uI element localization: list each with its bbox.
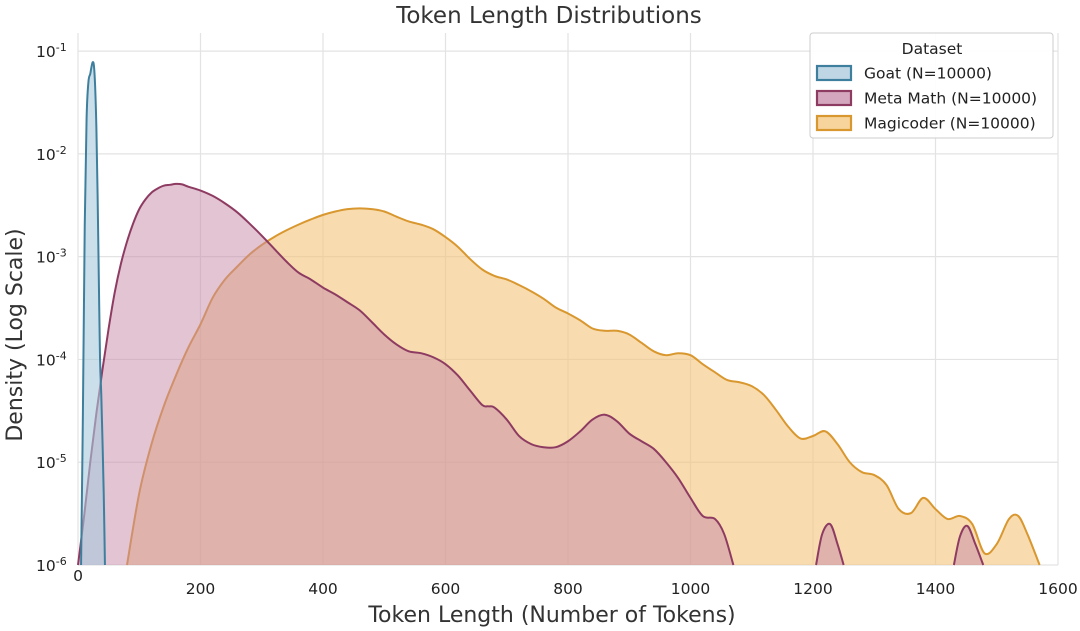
- x-tick-label: 1600: [1038, 580, 1077, 598]
- y-tick-label: 10-1: [36, 41, 67, 61]
- series-goat: [80, 61, 106, 566]
- chart-title: Token Length Distributions: [395, 3, 702, 29]
- y-tick-label: 10-5: [36, 452, 67, 472]
- legend: Dataset Goat (N=10000) Meta Math (N=10000…: [809, 32, 1054, 139]
- legend-swatch: [815, 64, 853, 82]
- plot-area: [77, 61, 1041, 566]
- y-tick-label: 10-2: [36, 144, 67, 164]
- y-axis-ticks: 10-6 10-5 10-4 10-3 10-2 10-1: [36, 41, 67, 575]
- legend-label: Goat (N=10000): [864, 65, 992, 83]
- x-tick-label: 1400: [916, 580, 955, 598]
- density-line-meta-math: [952, 524, 985, 566]
- density-line-meta-math: [77, 182, 735, 566]
- y-axis-label: Density (Log Scale): [3, 228, 28, 441]
- density-area-meta-math: [78, 183, 734, 565]
- legend-entry: Magicoder (N=10000): [815, 114, 1036, 133]
- legend-title: Dataset: [902, 40, 963, 58]
- x-tick-label: 200: [186, 580, 216, 598]
- legend-entry: Goat (N=10000): [815, 64, 992, 83]
- y-tick-label: 10-6: [36, 555, 67, 575]
- legend-swatch: [815, 114, 853, 132]
- x-tick-label: 1000: [671, 580, 710, 598]
- x-axis-label: Token Length (Number of Tokens): [367, 603, 735, 628]
- legend-label: Magicoder (N=10000): [864, 115, 1036, 133]
- x-tick-label: 600: [431, 580, 461, 598]
- density-line-meta-math: [815, 522, 845, 566]
- x-tick-label: 0: [73, 567, 83, 585]
- legend-label: Meta Math (N=10000): [864, 90, 1037, 108]
- x-tick-label: 400: [308, 580, 338, 598]
- legend-entry: Meta Math (N=10000): [815, 89, 1037, 108]
- y-tick-label: 10-3: [36, 247, 67, 267]
- x-axis-ticks: 0 200 400 600 800 1000 1200 1400 1600: [73, 567, 1078, 598]
- x-tick-label: 800: [553, 580, 583, 598]
- density-line-magicoder: [126, 207, 1041, 566]
- legend-swatch: [815, 89, 853, 107]
- x-tick-label: 1200: [793, 580, 832, 598]
- density-line-goat: [80, 61, 106, 566]
- series-meta-math: [77, 182, 985, 566]
- density-area-goat: [81, 62, 105, 565]
- legend-frame: [809, 32, 1054, 139]
- y-tick-label: 10-4: [36, 349, 67, 369]
